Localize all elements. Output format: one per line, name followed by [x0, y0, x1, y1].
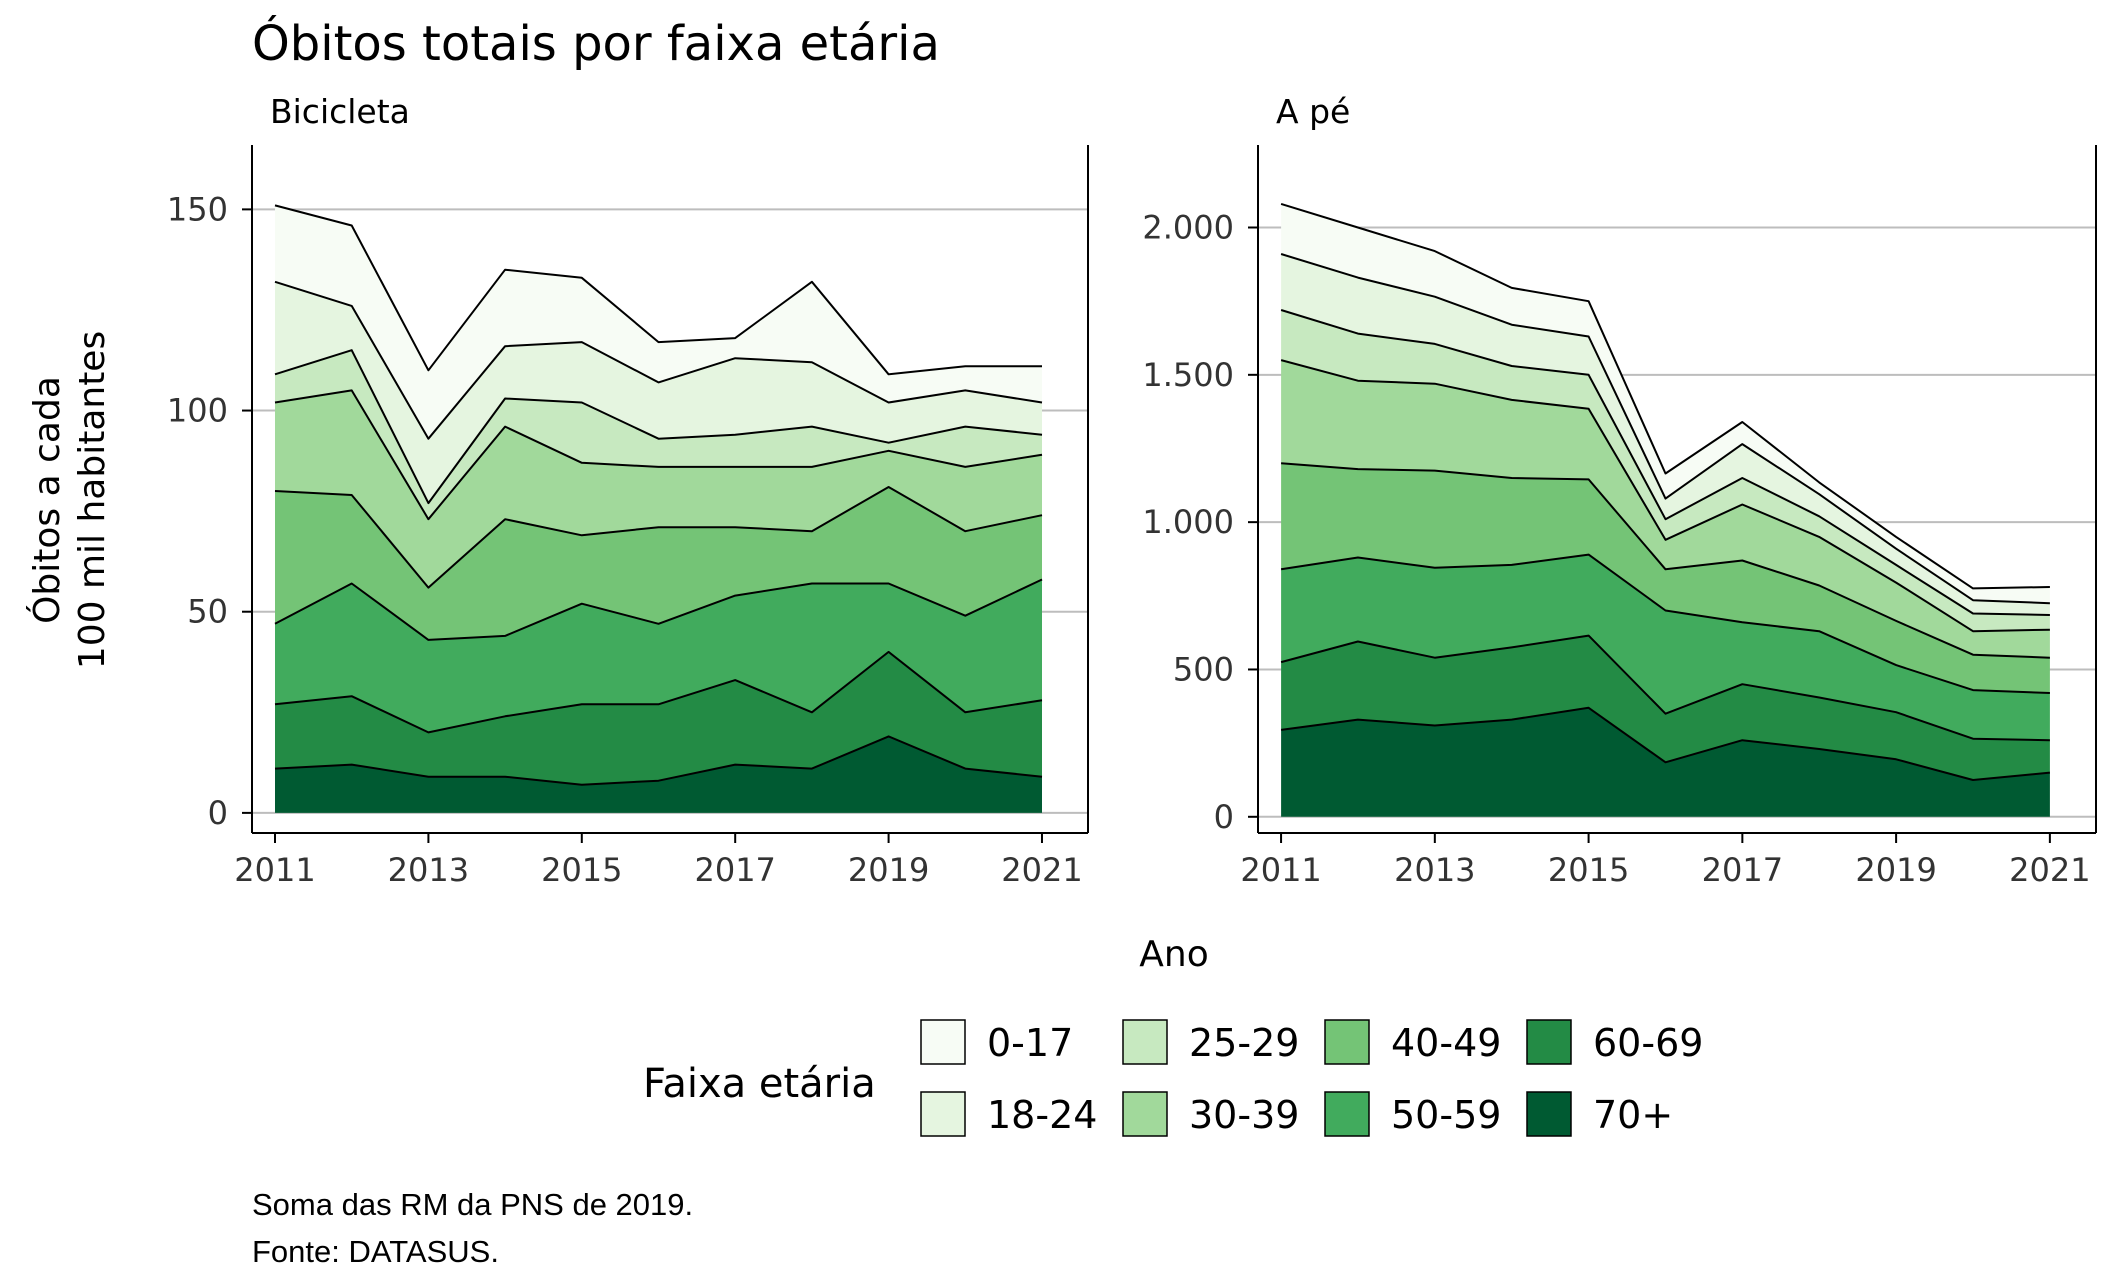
legend-label: 70+ — [1593, 1093, 1673, 1137]
boundary-line-60-69 — [1280, 634, 2050, 742]
y-tick-label: 1.500 — [1142, 356, 1234, 394]
y-tick-label: 0 — [1214, 798, 1234, 836]
legend-swatch — [1324, 1091, 1370, 1137]
boundary-line-70+ — [274, 735, 1043, 786]
area-40-49 — [275, 487, 1042, 640]
legend-label: 30-39 — [1189, 1093, 1299, 1137]
area-60-69 — [1281, 635, 2050, 780]
area-18-24 — [1281, 254, 2050, 615]
x-tick-label: 2021 — [1001, 851, 1082, 889]
boundary-line-40-49 — [1281, 462, 2050, 659]
boundary-line-30-39 — [274, 389, 1043, 521]
x-tick-label: 2015 — [541, 851, 622, 889]
y-tick-label: 50 — [187, 593, 228, 631]
boundary-line-18-24 — [1280, 253, 2050, 605]
boundary-line-25-29 — [1280, 309, 2050, 616]
legend-swatch — [920, 1019, 966, 1065]
x-tick-label: 2011 — [234, 851, 315, 889]
caption-line-2: Fonte: DATASUS. — [252, 1234, 499, 1269]
boundary-line-40-49 — [274, 486, 1043, 589]
legend-label: 18-24 — [987, 1093, 1097, 1137]
area-30-39 — [275, 390, 1042, 588]
legend-swatch — [1324, 1019, 1370, 1065]
y-tick-label: 0 — [208, 794, 228, 832]
boundary-line-50-59 — [1280, 553, 2050, 694]
y-tick-label: 2.000 — [1142, 209, 1234, 247]
x-tick-label: 2011 — [1240, 851, 1321, 889]
boundary-line-30-39 — [1280, 359, 2050, 633]
panel-a-pe: A pé 0 500 1.000 1.500 2.000 2011 2013 2015 2017 2… — [1142, 92, 2097, 889]
x-tick-label: 2013 — [388, 851, 469, 889]
x-tick-label: 2017 — [1702, 851, 1783, 889]
x-tick-label: 2019 — [1855, 851, 1936, 889]
boundary-line-70+ — [1280, 706, 2050, 781]
legend-swatch — [1526, 1091, 1572, 1137]
boundary-line-50-59 — [274, 578, 1043, 641]
legend-swatch — [1122, 1019, 1168, 1065]
legend-swatch — [1122, 1091, 1168, 1137]
legend-title: Faixa etária — [643, 1061, 876, 1107]
panel-label: A pé — [1276, 92, 1350, 131]
legend-label: 0-17 — [987, 1021, 1073, 1065]
boundary-line-0-17 — [274, 204, 1042, 376]
x-tick-label: 2019 — [848, 851, 929, 889]
legend-label: 60-69 — [1593, 1021, 1703, 1065]
y-tick-label: 500 — [1173, 650, 1234, 688]
chart-title: Óbitos totais por faixa etária — [252, 15, 940, 72]
x-axis-label: Ano — [1139, 934, 1208, 975]
y-axis-label-line-2: 100 mil habitantes — [72, 331, 113, 669]
caption-line-1: Soma das RM da PNS de 2019. — [252, 1187, 693, 1222]
boundary-line-25-29 — [274, 349, 1043, 505]
boundary-line-18-24 — [274, 280, 1043, 440]
legend: Faixa etária 0-17 18-24 25-29 30-39 40-49 50-… — [643, 1019, 1703, 1137]
area-30-39 — [1281, 360, 2050, 658]
y-tick-label: 150 — [167, 190, 228, 228]
area-50-59 — [275, 579, 1042, 733]
area-40-49 — [1281, 463, 2050, 693]
panel-label: Bicicleta — [270, 92, 410, 131]
boundary-line-60-69 — [274, 650, 1043, 734]
y-axis-label-line-1: Óbitos a cada — [26, 376, 68, 624]
x-tick-label: 2021 — [2009, 851, 2090, 889]
legend-swatch — [920, 1091, 966, 1137]
area-0-17 — [1281, 203, 2050, 604]
legend-label: 40-49 — [1391, 1021, 1501, 1065]
area-18-24 — [275, 281, 1042, 504]
x-tick-label: 2015 — [1548, 851, 1629, 889]
area-25-29 — [275, 350, 1042, 520]
legend-label: 50-59 — [1391, 1093, 1501, 1137]
area-0-17 — [275, 205, 1042, 439]
legend-swatch — [1526, 1019, 1572, 1065]
boundary-line-0-17 — [1280, 202, 2050, 590]
area-50-59 — [1281, 554, 2050, 741]
area-70+ — [275, 736, 1042, 813]
x-tick-label: 2013 — [1394, 851, 1475, 889]
area-25-29 — [1281, 310, 2050, 632]
y-tick-label: 1.000 — [1142, 503, 1234, 541]
y-tick-label: 100 — [167, 392, 228, 430]
panel-bicicleta: Bicicleta 0 50 100 150 2011 2013 2015 2017 2019 20… — [167, 92, 1089, 889]
legend-label: 25-29 — [1189, 1021, 1299, 1065]
x-tick-label: 2017 — [694, 851, 775, 889]
